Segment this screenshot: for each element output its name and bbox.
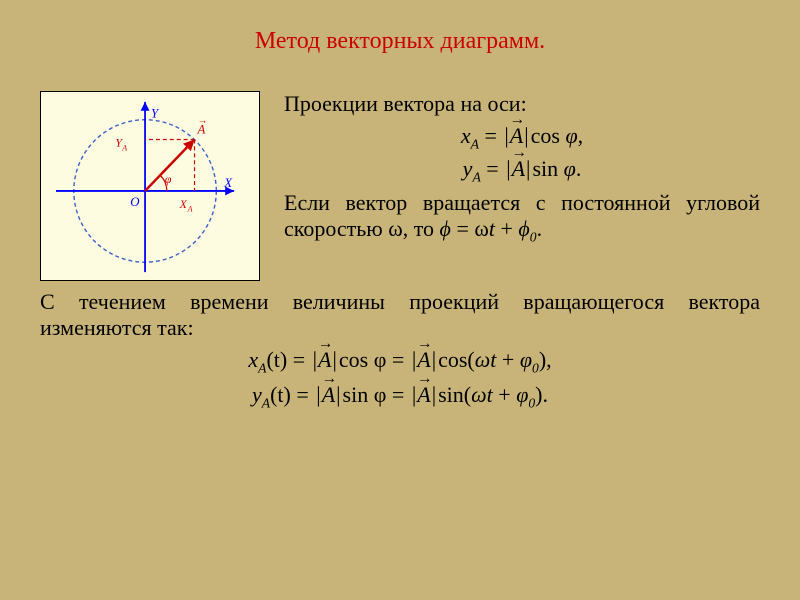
rotation-paragraph: Если вектор вращается с постоянной углов… [284, 190, 760, 245]
para1-plus: + [495, 216, 518, 241]
eq3-phi0: φ [520, 347, 532, 372]
equation-ya-t: yA(t) = Asin φ = Asin(ωt + φ0). [40, 382, 760, 411]
eq1-comma: , [578, 123, 584, 148]
eq4-sinphi: sin φ [343, 382, 387, 407]
eq4-sub: A [262, 396, 270, 411]
right-column: Проекции вектора на оси: xA = Acos φ, yA… [284, 91, 760, 245]
vector-diagram: YXOA→YAXAφ [40, 91, 260, 281]
eq4-close: ) [535, 382, 542, 407]
svg-text:A: A [121, 143, 127, 152]
eq3-plus: + [496, 347, 519, 372]
equation-ya: yA = Asin φ. [284, 156, 760, 185]
eq4-wt: ωt [471, 382, 493, 407]
svg-text:X: X [223, 176, 233, 190]
para1-phi0: ϕ [518, 216, 529, 241]
eq4-sin: sin( [438, 382, 471, 407]
svg-text:→: → [197, 116, 207, 127]
bottom-equations: xA(t) = Acos φ = Acos(ωt + φ0), yA(t) = … [40, 347, 760, 412]
eq3-mideq: = [386, 347, 409, 372]
eq4-vecA2: A [417, 382, 430, 408]
svg-text:O: O [130, 195, 139, 209]
svg-text:Y: Y [151, 107, 160, 121]
slide: Метод векторных диаграмм. YXOA→YAXAφ Про… [0, 0, 800, 600]
eq4-phi0: φ [516, 382, 528, 407]
eq3-vecA1: A [318, 347, 331, 373]
eq1-sub: A [471, 136, 479, 151]
para1-phi0-sub: 0 [530, 229, 537, 244]
eq3-phi0-sub: 0 [532, 360, 539, 375]
eq2-phi: φ [564, 156, 576, 181]
time-paragraph: С течением времени величины проекций вра… [40, 289, 760, 341]
eq1-equals: = [479, 123, 502, 148]
eq3-wt: ωt [475, 347, 497, 372]
eq4-plus: + [493, 382, 516, 407]
para1-eq: = ω [451, 216, 489, 241]
equation-xa-t: xA(t) = Acos φ = Acos(ωt + φ0), [40, 347, 760, 376]
top-row: YXOA→YAXAφ Проекции вектора на оси: xA =… [40, 91, 760, 281]
eq4-period: . [543, 382, 549, 407]
eq3-var: x [248, 347, 258, 372]
eq1-cos: cos [531, 123, 566, 148]
eq2-var: y [463, 156, 473, 181]
eq3-argt: (t) [266, 347, 287, 372]
diagram-svg: YXOA→YAXAφ [41, 92, 259, 280]
svg-text:φ: φ [165, 172, 172, 186]
eq3-vecA2: A [417, 347, 430, 373]
eq4-equals: = [291, 382, 314, 407]
eq3-cosphi: cos φ [339, 347, 387, 372]
eq3-comma: , [546, 347, 552, 372]
svg-text:X: X [179, 197, 188, 211]
eq4-mideq: = [386, 382, 409, 407]
para1-period: . [537, 216, 543, 241]
svg-text:A: A [187, 205, 193, 214]
eq1-phi: φ [565, 123, 577, 148]
eq3-cos: cos( [438, 347, 475, 372]
eq2-sin: sin [532, 156, 563, 181]
para1-phi: ϕ [440, 216, 451, 241]
eq3-equals: = [287, 347, 310, 372]
eq1-var: x [461, 123, 471, 148]
eq4-argt: (t) [270, 382, 291, 407]
eq2-period: . [576, 156, 582, 181]
eq2-vecA: A [512, 156, 525, 182]
slide-title: Метод векторных диаграмм. [40, 28, 760, 55]
eq4-vecA1: A [322, 382, 335, 408]
eq4-var: y [252, 382, 262, 407]
eq2-sub: A [472, 170, 480, 185]
eq2-equals: = [481, 156, 504, 181]
